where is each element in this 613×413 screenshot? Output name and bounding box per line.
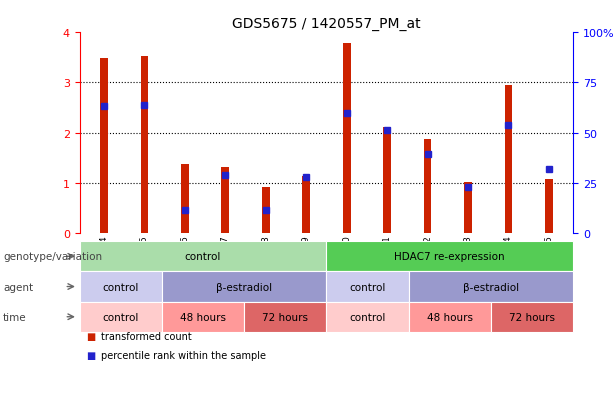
Text: ■: ■ — [86, 350, 95, 360]
Bar — [424, 139, 432, 233]
Text: control: control — [185, 252, 221, 262]
Bar — [221, 167, 229, 233]
Bar — [383, 128, 391, 233]
Bar — [504, 85, 512, 233]
Text: genotype/variation: genotype/variation — [3, 252, 102, 262]
Bar — [181, 164, 189, 233]
Text: ■: ■ — [86, 331, 95, 341]
Title: GDS5675 / 1420557_PM_at: GDS5675 / 1420557_PM_at — [232, 17, 421, 31]
Text: 48 hours: 48 hours — [427, 312, 473, 322]
Text: HDAC7 re-expression: HDAC7 re-expression — [395, 252, 505, 262]
Bar — [545, 179, 553, 233]
Text: control: control — [102, 312, 139, 322]
Text: percentile rank within the sample: percentile rank within the sample — [101, 350, 266, 360]
Bar — [100, 59, 108, 233]
Text: 48 hours: 48 hours — [180, 312, 226, 322]
Text: control: control — [349, 282, 386, 292]
Bar — [302, 176, 310, 233]
Text: 72 hours: 72 hours — [262, 312, 308, 322]
Text: agent: agent — [3, 282, 33, 292]
Bar — [140, 57, 148, 233]
Text: time: time — [3, 312, 27, 322]
Text: β-estradiol: β-estradiol — [463, 282, 519, 292]
Bar — [262, 187, 270, 233]
Text: control: control — [102, 282, 139, 292]
Bar — [343, 44, 351, 233]
Text: transformed count: transformed count — [101, 331, 192, 341]
Text: control: control — [349, 312, 386, 322]
Text: β-estradiol: β-estradiol — [216, 282, 272, 292]
Text: 72 hours: 72 hours — [509, 312, 555, 322]
Bar — [464, 182, 472, 233]
